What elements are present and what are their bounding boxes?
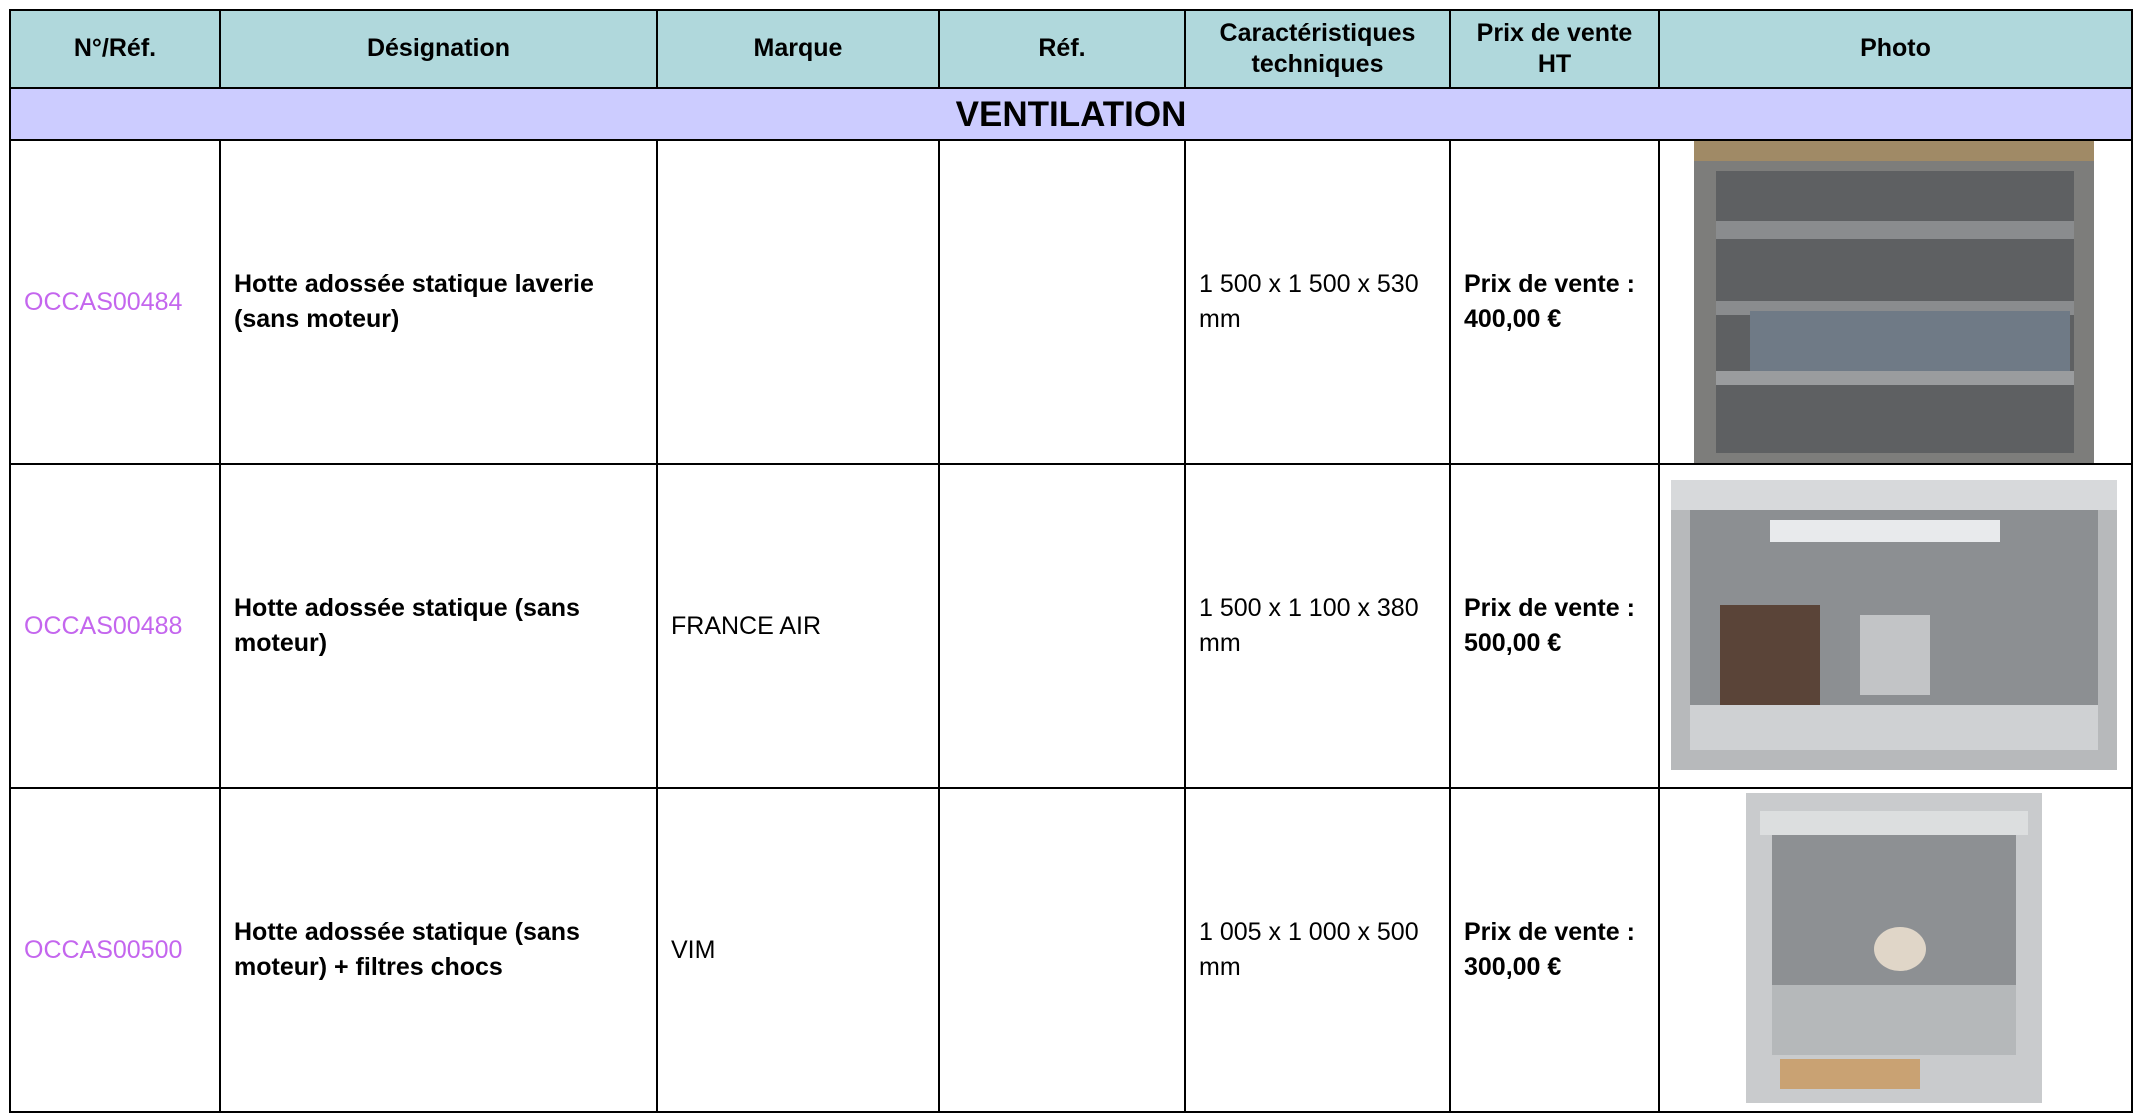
price-cell: Prix de vente : 300,00 € — [1449, 787, 1660, 1113]
price-cell: Prix de vente : 400,00 € — [1449, 139, 1660, 465]
ref-cell: OCCAS00484 — [9, 139, 221, 465]
header-cell: Désignation — [219, 9, 658, 89]
header-cell: Caractéristiques techniques — [1184, 9, 1451, 89]
header-cell: N°/Réf. — [9, 9, 221, 89]
price-cell: Prix de vente : 500,00 € — [1449, 463, 1660, 789]
header-cell: Marque — [656, 9, 940, 89]
ref-cell: OCCAS00500 — [9, 787, 221, 1113]
section-title: VENTILATION — [9, 87, 2133, 141]
brand-cell: FRANCE AIR — [656, 463, 940, 789]
price-label: Prix de vente : — [1464, 270, 1635, 298]
header-cell: Photo — [1658, 9, 2133, 89]
designation-cell: Hotte adossée statique (sans moteur) — [219, 463, 658, 789]
specs-cell: 1 500 x 1 500 x 530 mm — [1184, 139, 1451, 465]
photo-cell — [1658, 787, 2133, 1113]
ref2-cell — [938, 139, 1186, 465]
brand-cell: VIM — [656, 787, 940, 1113]
photo — [1694, 141, 2094, 463]
price: 300,00 € — [1464, 953, 1562, 981]
item-row: OCCAS00488 Hotte adossée statique (sans … — [9, 463, 2133, 789]
price: 500,00 € — [1464, 629, 1562, 657]
header-row: N°/Réf. Désignation Marque Réf. Caractér… — [9, 9, 2133, 89]
specs-cell: 1 005 x 1 000 x 500 mm — [1184, 787, 1451, 1113]
ref-cell: OCCAS00488 — [9, 463, 221, 789]
ref2-cell — [938, 463, 1186, 789]
photo — [1746, 793, 2042, 1103]
specs-cell: 1 500 x 1 100 x 380 mm — [1184, 463, 1451, 789]
price-label: Prix de vente : — [1464, 594, 1635, 622]
brand-cell — [656, 139, 940, 465]
price-label: Prix de vente : — [1464, 918, 1635, 946]
photo-cell — [1658, 463, 2133, 789]
ref2-cell — [938, 787, 1186, 1113]
designation-cell: Hotte adossée statique laverie (sans mot… — [219, 139, 658, 465]
price: 400,00 € — [1464, 305, 1562, 333]
header-cell: Prix de vente HT — [1449, 9, 1660, 89]
photo — [1671, 480, 2117, 770]
header-cell: Réf. — [938, 9, 1186, 89]
designation-cell: Hotte adossée statique (sans moteur) + f… — [219, 787, 658, 1113]
photo-cell — [1658, 139, 2133, 465]
section-row: VENTILATION — [9, 87, 2133, 141]
product-table: N°/Réf. Désignation Marque Réf. Caractér… — [9, 9, 2133, 1113]
item-row: OCCAS00500 Hotte adossée statique (sans … — [9, 787, 2133, 1113]
item-row: OCCAS00484 Hotte adossée statique laveri… — [9, 139, 2133, 465]
